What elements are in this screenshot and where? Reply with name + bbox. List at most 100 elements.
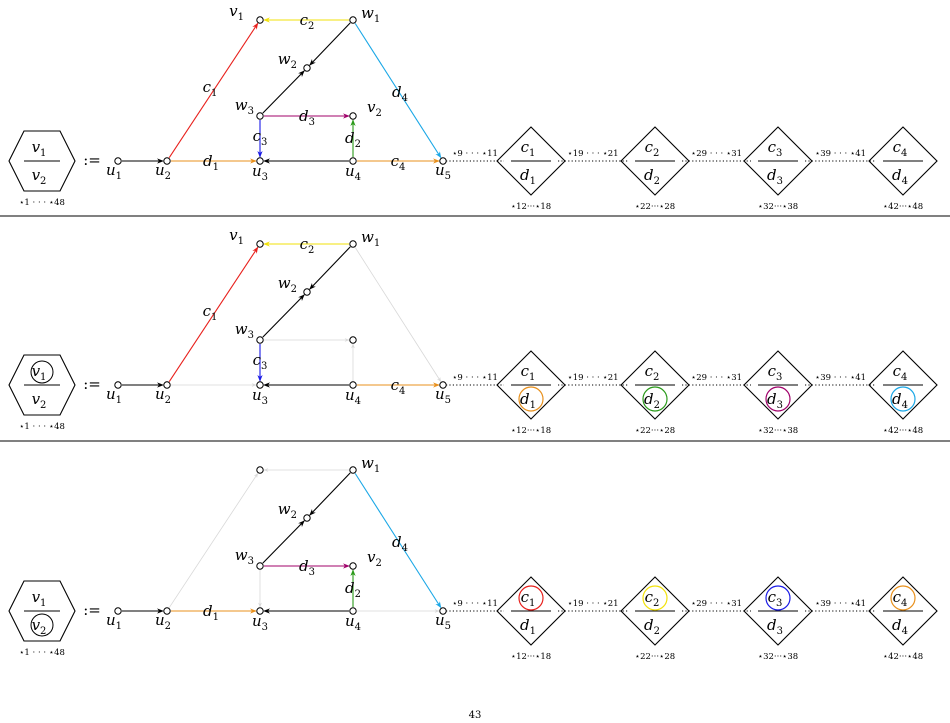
diamond-stars-3: ⋆32···⋆38	[758, 426, 798, 436]
label-w1: w1	[361, 4, 380, 25]
node-u2	[163, 157, 171, 165]
node-v1	[256, 240, 264, 248]
diamond-gadget-3	[743, 126, 813, 196]
chain-label-2: ⋆19 · · · ⋆21	[567, 373, 618, 383]
node-w2	[303, 288, 311, 296]
edge-w2w3	[262, 520, 305, 564]
label-u3: u3	[252, 162, 268, 183]
label-u4: u4	[345, 612, 361, 633]
diamond-stars-2: ⋆22···⋆28	[635, 202, 675, 212]
diamond-stars-1: ⋆12···⋆18	[511, 652, 551, 662]
label-u2: u2	[155, 611, 171, 632]
label-u5: u5	[435, 161, 451, 182]
chain-label-1: ⋆9 · · · ⋆11	[452, 599, 498, 609]
label-u3: u3	[252, 386, 268, 407]
node-w3	[256, 562, 264, 570]
chain-label-4: ⋆39 · · · ⋆41	[815, 149, 866, 159]
label-c1: c1	[203, 78, 218, 99]
label-w3: w3	[235, 546, 254, 567]
hexagon-bottom-label: v2	[32, 390, 47, 411]
label-w1: w1	[361, 454, 380, 475]
node-u4	[349, 157, 357, 165]
diamond-circle-2	[642, 585, 668, 611]
node-u2	[163, 607, 171, 615]
label-v2: v2	[367, 98, 382, 119]
chain-label-4: ⋆39 · · · ⋆41	[815, 599, 866, 609]
label-w2: w2	[278, 274, 297, 295]
label-v1: v1	[229, 226, 244, 247]
diamond-gadget-3	[743, 350, 813, 420]
chain-label-3: ⋆29 · · · ⋆31	[691, 599, 742, 609]
diamond-top-label-1: c1	[521, 362, 536, 383]
diamond-bottom-label-1: d1	[520, 166, 536, 187]
node-u1	[114, 607, 122, 615]
diamond-bottom-label-2: d2	[644, 616, 660, 637]
diamond-circle-4	[890, 386, 916, 412]
diamond-top-label-2: c2	[645, 588, 660, 609]
node-w2	[303, 64, 311, 72]
label-v1: v1	[229, 2, 244, 23]
panel-1: v1 v2 ⋆1 · · · ⋆48:= v1 v2 w1 w2 w3 u1 u2 u3 u4 u5 c1…	[8, 2, 938, 212]
edge-c1	[168, 472, 259, 608]
hexagon-bottom-label: v2	[32, 616, 47, 637]
label-d3: d3	[299, 557, 315, 578]
label-u5: u5	[435, 611, 451, 632]
diamond-bottom-label-3: d3	[767, 616, 783, 637]
edge-w1w2	[309, 22, 351, 66]
diamond-stars-4: ⋆42···⋆48	[883, 652, 923, 662]
diamond-bottom-label-4: d4	[892, 166, 908, 187]
hexagon-stars: ⋆1 · · · ⋆48	[19, 422, 65, 432]
node-u3	[256, 157, 264, 165]
label-c1: c1	[203, 302, 218, 323]
label-c4: c4	[391, 152, 406, 173]
diamond-top-label-2: c2	[645, 138, 660, 159]
label-d4: d4	[392, 83, 408, 104]
chain-label-3: ⋆29 · · · ⋆31	[691, 149, 742, 159]
hexagon-stars: ⋆1 · · · ⋆48	[19, 198, 65, 208]
edge-c1	[168, 246, 259, 382]
page-number: 43	[469, 710, 482, 721]
label-u4: u4	[345, 386, 361, 407]
chain-label-2: ⋆19 · · · ⋆21	[567, 149, 618, 159]
node-u3	[256, 607, 264, 615]
diamond-bottom-label-3: d3	[767, 390, 783, 411]
diamond-bottom-label-4: d4	[892, 616, 908, 637]
edge-d4	[354, 247, 442, 383]
node-w3	[256, 336, 264, 344]
diamond-top-label-3: c3	[768, 588, 783, 609]
edge-d4	[354, 473, 442, 609]
node-u4	[349, 607, 357, 615]
diamond-circle-4	[890, 585, 916, 611]
node-v2	[349, 112, 357, 120]
diamond-circle-3	[765, 386, 791, 412]
diamond-gadget-2	[620, 350, 690, 420]
hexagon-top-label: v1	[32, 588, 47, 609]
label-d1: d1	[203, 602, 219, 623]
label-c3: c3	[253, 127, 268, 148]
label-d1: d1	[203, 152, 219, 173]
diamond-bottom-label-3: d3	[767, 166, 783, 187]
diamond-gadget-3	[743, 576, 813, 646]
diamond-gadget-2	[620, 576, 690, 646]
panel-2: v1 v2 ⋆1 · · · ⋆48:= v1 w1 w2 w3 u1 u2 u3 u4 u5 c1 c2…	[8, 226, 938, 436]
diamond-top-label-4: c4	[893, 588, 908, 609]
chain-label-1: ⋆9 · · · ⋆11	[452, 149, 498, 159]
hexagon-top-circle	[30, 360, 54, 384]
edge-w1w2	[309, 246, 351, 290]
hexagon-top-label: v1	[32, 138, 47, 159]
label-c2: c2	[300, 235, 315, 256]
assign-symbol: :=	[83, 601, 101, 619]
diamond-stars-2: ⋆22···⋆28	[635, 652, 675, 662]
hexagon-gadget	[8, 580, 76, 642]
label-d2: d2	[345, 129, 361, 150]
edge-w2w3	[262, 70, 305, 114]
node-w1	[349, 240, 357, 248]
label-u1: u1	[106, 385, 122, 406]
diamond-stars-1: ⋆12···⋆18	[511, 202, 551, 212]
node-v2	[349, 336, 357, 344]
node-w1	[349, 16, 357, 24]
chain-label-1: ⋆9 · · · ⋆11	[452, 373, 498, 383]
edge-d4	[354, 23, 442, 159]
panel-3: v1 v2 ⋆1 · · · ⋆48:= v2 w1 w2 w3 u1 u2 u3 u4 u5 d1 d2…	[8, 454, 938, 662]
